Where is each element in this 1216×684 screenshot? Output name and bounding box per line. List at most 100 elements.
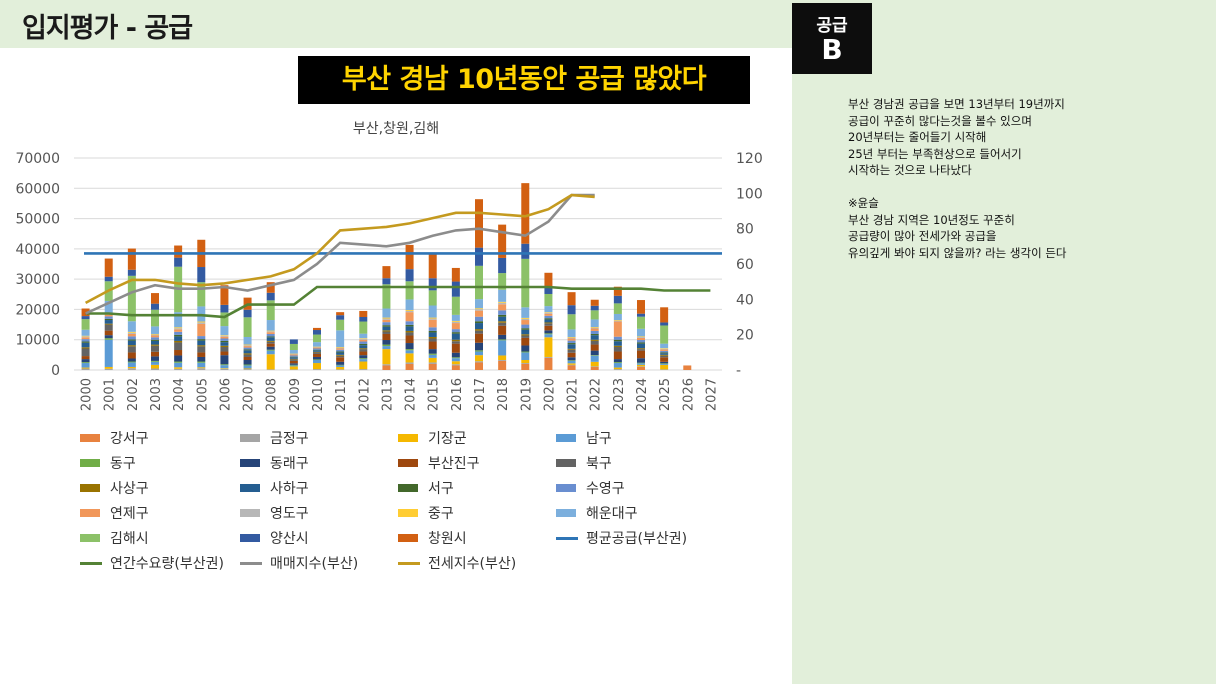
legend-item: 동구 — [80, 453, 136, 473]
bar-segment — [220, 304, 229, 313]
bar-segment — [382, 278, 391, 285]
bar-segment — [660, 363, 669, 364]
bar-segment — [382, 330, 391, 332]
legend-swatch — [240, 459, 260, 467]
bar-segment — [428, 290, 437, 306]
bar-segment — [382, 340, 391, 345]
commentary-line: 25년 부터는 부족현상으로 들어서기 — [848, 146, 1022, 161]
bar-segment — [613, 363, 622, 368]
bar-segment — [475, 316, 483, 322]
bar-segment — [359, 369, 368, 370]
bar-segment — [637, 348, 645, 350]
bar-segment — [498, 340, 507, 356]
bar-segment — [405, 281, 414, 300]
bar-segment — [451, 364, 460, 366]
bar-segment — [104, 335, 113, 339]
bar-segment — [382, 322, 391, 326]
bar-segment — [127, 321, 136, 332]
x-tick-label: 2019 — [519, 378, 534, 411]
bar-segment — [475, 247, 483, 266]
x-tick-label: 2016 — [450, 378, 465, 411]
bar-segment — [243, 356, 252, 361]
bar-segment — [613, 320, 622, 321]
legend-label: 중구 — [428, 506, 454, 522]
y-right-tick-label: 40 — [736, 292, 754, 308]
bar-segment — [359, 358, 368, 360]
bar-segment — [451, 321, 460, 324]
bar-segment — [498, 339, 507, 341]
legend-swatch — [240, 561, 262, 565]
bar-segment — [521, 320, 530, 325]
y-left-tick-label: 40000 — [15, 242, 60, 258]
bar-segment — [127, 368, 136, 370]
commentary-line: 부산 경남권 공급을 보면 13년부터 19년까지 — [848, 97, 1065, 111]
legend-item: 수영구 — [556, 478, 625, 498]
bar-segment — [289, 364, 298, 366]
bar-segment — [428, 254, 437, 279]
bar-segment — [451, 296, 460, 315]
bar-segment — [637, 366, 645, 370]
bar-segment — [544, 356, 553, 358]
bar-segment — [613, 369, 622, 370]
y-left-tick-label: 20000 — [15, 302, 60, 318]
bar-segment — [243, 349, 252, 351]
bar-segment — [521, 329, 530, 335]
x-tick-label: 2002 — [126, 378, 141, 411]
bar-segment — [567, 349, 576, 353]
bar-segment — [637, 336, 645, 338]
bar-segment — [220, 342, 229, 346]
grade-badge-value: B — [821, 33, 843, 66]
bar-segment — [590, 310, 599, 320]
bar-segment — [613, 295, 622, 304]
bar-segment — [660, 307, 669, 323]
legend-item: 해운대구 — [556, 503, 638, 523]
bar-segment — [637, 336, 645, 337]
x-tick-label: 2006 — [218, 378, 233, 411]
bar-segment — [544, 333, 553, 335]
legend-swatch — [398, 434, 418, 442]
bar-segment — [544, 323, 553, 326]
bar-segment — [637, 343, 645, 349]
bar-segment — [428, 357, 437, 363]
bar-segment — [544, 312, 553, 313]
x-tick-label: 2009 — [288, 378, 303, 411]
bar-segment — [405, 330, 414, 333]
x-tick-label: 2012 — [357, 378, 372, 411]
bar-segment — [567, 364, 576, 366]
bar-segment — [359, 310, 368, 317]
bar-segment — [613, 303, 622, 314]
bar-segment — [151, 345, 159, 352]
bar-segment — [660, 357, 669, 362]
bar-segment — [336, 330, 345, 347]
bar-segment — [243, 336, 252, 345]
bar-segment — [289, 359, 298, 361]
bar-segment — [127, 275, 136, 322]
bar-segment — [567, 348, 576, 350]
bar-segment — [475, 342, 483, 351]
bar-segment — [521, 351, 530, 353]
bar-segment — [567, 340, 576, 344]
x-tick-label: 2022 — [589, 378, 604, 411]
legend-label: 사하구 — [270, 481, 309, 497]
bar-segment — [313, 346, 321, 348]
bar-segment — [521, 337, 530, 346]
series-line — [85, 193, 595, 315]
bar-segment — [127, 362, 136, 367]
bar-segment — [660, 352, 669, 354]
bar-segment — [174, 361, 183, 363]
legend-label: 전세지수(부산) — [428, 556, 517, 572]
bar-segment — [567, 292, 576, 306]
bar-segment — [590, 355, 599, 356]
bar-segment — [475, 361, 483, 363]
legend-swatch — [240, 509, 260, 517]
bar-segment — [313, 327, 321, 331]
y-right-tick-label: 60 — [736, 257, 754, 273]
bar-segment — [220, 351, 229, 356]
bar-segment — [174, 342, 183, 351]
bar-segment — [313, 351, 321, 353]
commentary-line — [848, 179, 1198, 196]
legend-label: 남구 — [586, 431, 612, 447]
legend-swatch — [80, 561, 102, 565]
bar-segment — [359, 351, 368, 356]
bar-segment — [567, 363, 576, 365]
